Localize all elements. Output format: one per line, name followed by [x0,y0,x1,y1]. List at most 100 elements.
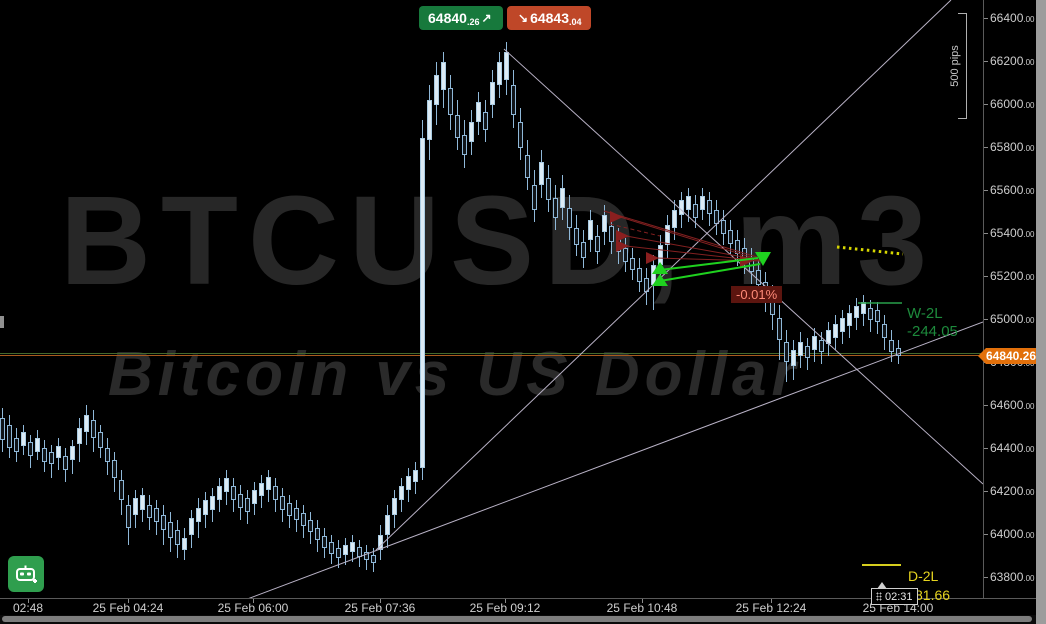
candle-body [448,88,453,115]
price-axis-label: 65200.00 [990,269,1035,283]
price-axis-label: 65800.00 [990,140,1035,154]
candle-body [637,268,642,282]
green-signal-line[interactable] [659,257,759,271]
candle-body [504,52,509,80]
candle-body [462,135,467,155]
ask-price-frac: .04 [569,17,582,27]
price-axis-tick [984,577,988,578]
green-up-arrow[interactable] [652,274,668,286]
red-right-arrow[interactable] [616,240,629,252]
candle-body [350,542,355,552]
time-axis-label: 02:48 [12,601,44,615]
green-signal-line[interactable] [659,263,761,282]
pips-ruler-label: 500 pips [949,45,961,87]
candle-body [399,486,404,500]
price-axis-tick [984,405,988,406]
chart-area[interactable]: BTCUSD, m3 Bitcoin vs US Dollar 64840.26… [0,0,983,598]
trendline-ascending-steep[interactable] [375,0,952,551]
candle-body [189,518,194,535]
candle-body [56,446,61,458]
price-axis-label: 63800.00 [990,570,1035,584]
candle-body [112,460,117,478]
fibo-fan-line[interactable] [603,210,758,258]
percent-change-label[interactable]: -0.01% [731,286,783,303]
time-axis-label: 25 Feb 07:36 [344,601,416,615]
price-axis-label: 66400.00 [990,11,1035,25]
candle-body [700,196,705,210]
green-down-arrow[interactable] [755,252,771,266]
candle-body [896,348,901,356]
candle-body [70,446,75,460]
candle-body [679,200,684,215]
candle-body [287,503,292,516]
candle-body [483,112,488,130]
bid-price-line[interactable] [0,355,983,356]
red-right-arrow[interactable] [740,255,753,267]
candle-body [385,515,390,535]
candle-body [707,200,712,214]
fibo-fan-line[interactable] [625,235,761,261]
price-axis-tick [984,18,988,19]
red-right-arrow[interactable] [616,230,629,242]
scrollbar-thumb[interactable] [2,616,1032,622]
candle-body [434,75,439,105]
candle-body [665,225,670,245]
candle-body [413,470,418,482]
buy-ask-button[interactable]: ↘ 64843.04 [507,6,591,30]
price-axis[interactable]: 64840.26 66400.00 66200.00 66000.00 65800.0… [978,0,1036,598]
candle-body [714,210,719,224]
candle-body [294,508,299,520]
time-axis-tick [771,599,772,603]
candle-body [336,548,341,558]
candle-body [210,496,215,510]
candle-body [252,490,257,504]
candle-body [875,310,880,322]
candle-body [364,552,369,560]
red-dashed-line[interactable] [609,223,661,237]
candle-body [756,270,761,285]
bid-price: 64840 [428,10,467,26]
tooltip-time: 02:31 [885,590,913,603]
fibo-fan-line[interactable] [625,245,761,262]
candle-body [840,318,845,332]
candle-body [469,122,474,142]
candle-body [553,198,558,218]
red-right-arrow[interactable] [610,211,623,223]
candle-body [798,342,803,356]
fibo-fan-line[interactable] [619,216,761,261]
candle-body [693,204,698,218]
candle-body [315,528,320,540]
candle-body [539,162,544,185]
candle-body [497,62,502,85]
candle-body [77,428,82,444]
candle-body [7,425,12,448]
candle-body [371,555,376,563]
candle-body [35,438,40,452]
expert-advisor-button[interactable] [8,556,44,592]
symbol-watermark: BTCUSD, m3 [60,170,938,311]
drag-dots-icon [876,592,882,601]
price-axis-tick [984,491,988,492]
candle-body [574,228,579,245]
price-axis-label: 66200.00 [990,54,1035,68]
candle-body [280,496,285,510]
red-right-arrow[interactable] [646,252,659,264]
time-axis-label: 25 Feb 04:24 [92,601,164,615]
candle-body [308,520,313,532]
trendline-ascending-shallow[interactable] [181,321,983,598]
daily-level-title: D-2L [908,568,939,584]
candle-body [728,230,733,244]
time-axis-label: 25 Feb 09:12 [469,601,541,615]
green-level-line[interactable] [0,353,983,354]
sell-bid-button[interactable]: 64840.26 ↗ [419,6,503,30]
green-up-arrow[interactable] [652,262,668,274]
yellow-dotted-line[interactable] [836,245,904,256]
candle-body [581,242,586,258]
bid-price-frac: .26 [466,17,480,27]
price-axis-tick [984,534,988,535]
weekly-level-title: W-2L [907,305,943,322]
time-tooltip-notch [877,582,887,589]
candle-body [623,248,628,262]
price-axis-label: 64200.00 [990,484,1035,498]
candle-body [28,442,33,456]
